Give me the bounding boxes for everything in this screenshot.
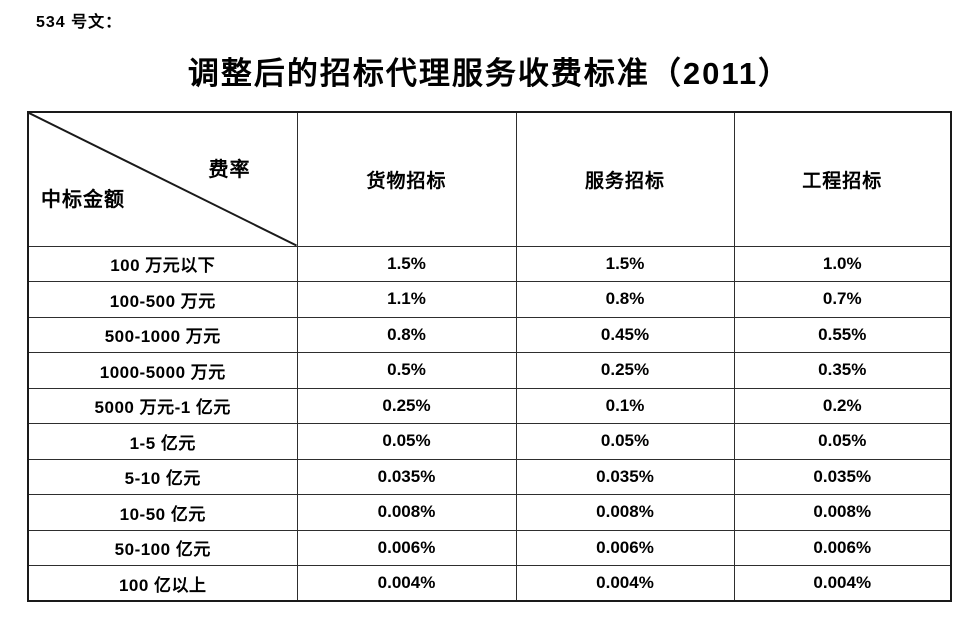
diagonal-divider-line xyxy=(29,113,297,246)
table-row: 100-500 万元 1.1% 0.8% 0.7% xyxy=(27,281,952,318)
table-row: 1000-5000 万元 0.5% 0.25% 0.35% xyxy=(27,352,952,389)
table-row: 10-50 亿元 0.008% 0.008% 0.008% xyxy=(27,494,952,531)
rate-value: 0.008% xyxy=(296,494,517,531)
column-header-engineering: 工程招标 xyxy=(733,111,952,247)
doc-number: 534 号文： xyxy=(36,14,123,31)
rate-value: 0.35% xyxy=(733,352,952,389)
fee-table: 费率 中标金额 货物招标 服务招标 工程招标 100 万元以下 1.5% 1.5% 1… xyxy=(27,111,952,602)
header-row: 费率 中标金额 货物招标 服务招标 工程招标 xyxy=(27,111,952,247)
rate-value: 0.05% xyxy=(296,423,517,460)
table-row: 100 亿以上 0.004% 0.004% 0.004% xyxy=(27,565,952,602)
rate-value: 0.05% xyxy=(515,423,735,460)
rate-value: 0.7% xyxy=(733,281,952,318)
row-label: 500-1000 万元 xyxy=(27,316,298,353)
rate-value: 0.55% xyxy=(733,316,952,353)
row-label: 5-10 亿元 xyxy=(27,458,298,495)
table-row: 100 万元以下 1.5% 1.5% 1.0% xyxy=(27,245,952,282)
rate-value: 0.004% xyxy=(296,565,517,602)
column-header-goods: 货物招标 xyxy=(296,111,517,247)
rate-value: 1.1% xyxy=(296,281,517,318)
rate-value: 0.035% xyxy=(515,458,735,495)
table-row: 5000 万元-1 亿元 0.25% 0.1% 0.2% xyxy=(27,387,952,424)
rate-value: 0.006% xyxy=(296,529,517,566)
rate-value: 1.5% xyxy=(515,245,735,282)
table-body: 100 万元以下 1.5% 1.5% 1.0% 100-500 万元 1.1% 0.8% 0.… xyxy=(27,245,952,602)
rate-value: 0.035% xyxy=(296,458,517,495)
rate-value: 1.0% xyxy=(733,245,952,282)
row-label: 100 万元以下 xyxy=(27,245,298,282)
row-label: 100-500 万元 xyxy=(27,281,298,318)
table-row: 5-10 亿元 0.035% 0.035% 0.035% xyxy=(27,458,952,495)
rate-value: 0.8% xyxy=(296,316,517,353)
rate-value: 0.05% xyxy=(733,423,952,460)
row-label: 10-50 亿元 xyxy=(27,494,298,531)
rate-value: 0.004% xyxy=(515,565,735,602)
corner-cell: 费率 中标金额 xyxy=(27,111,298,247)
rate-value: 0.006% xyxy=(733,529,952,566)
rate-value: 0.5% xyxy=(296,352,517,389)
rate-value: 0.006% xyxy=(515,529,735,566)
table-row: 500-1000 万元 0.8% 0.45% 0.55% xyxy=(27,316,952,353)
row-label: 1000-5000 万元 xyxy=(27,352,298,389)
row-label: 5000 万元-1 亿元 xyxy=(27,387,298,424)
rate-value: 0.2% xyxy=(733,387,952,424)
rate-value: 0.8% xyxy=(515,281,735,318)
rate-value: 0.004% xyxy=(733,565,952,602)
corner-label-rate: 费率 xyxy=(208,159,251,181)
page-title: 调整后的招标代理服务收费标准（2011） xyxy=(187,56,792,91)
row-label: 100 亿以上 xyxy=(27,565,298,602)
column-header-services: 服务招标 xyxy=(515,111,735,247)
rate-value: 0.035% xyxy=(733,458,952,495)
rate-value: 0.45% xyxy=(515,316,735,353)
row-label: 1-5 亿元 xyxy=(27,423,298,460)
table-row: 50-100 亿元 0.006% 0.006% 0.006% xyxy=(27,529,952,566)
rate-value: 0.008% xyxy=(733,494,952,531)
rate-value: 0.008% xyxy=(515,494,735,531)
rate-value: 0.1% xyxy=(515,387,735,424)
rate-value: 1.5% xyxy=(296,245,517,282)
rate-value: 0.25% xyxy=(515,352,735,389)
corner-label-amount: 中标金额 xyxy=(41,188,125,211)
table-row: 1-5 亿元 0.05% 0.05% 0.05% xyxy=(27,423,952,460)
rate-value: 0.25% xyxy=(296,387,517,424)
row-label: 50-100 亿元 xyxy=(27,529,298,566)
